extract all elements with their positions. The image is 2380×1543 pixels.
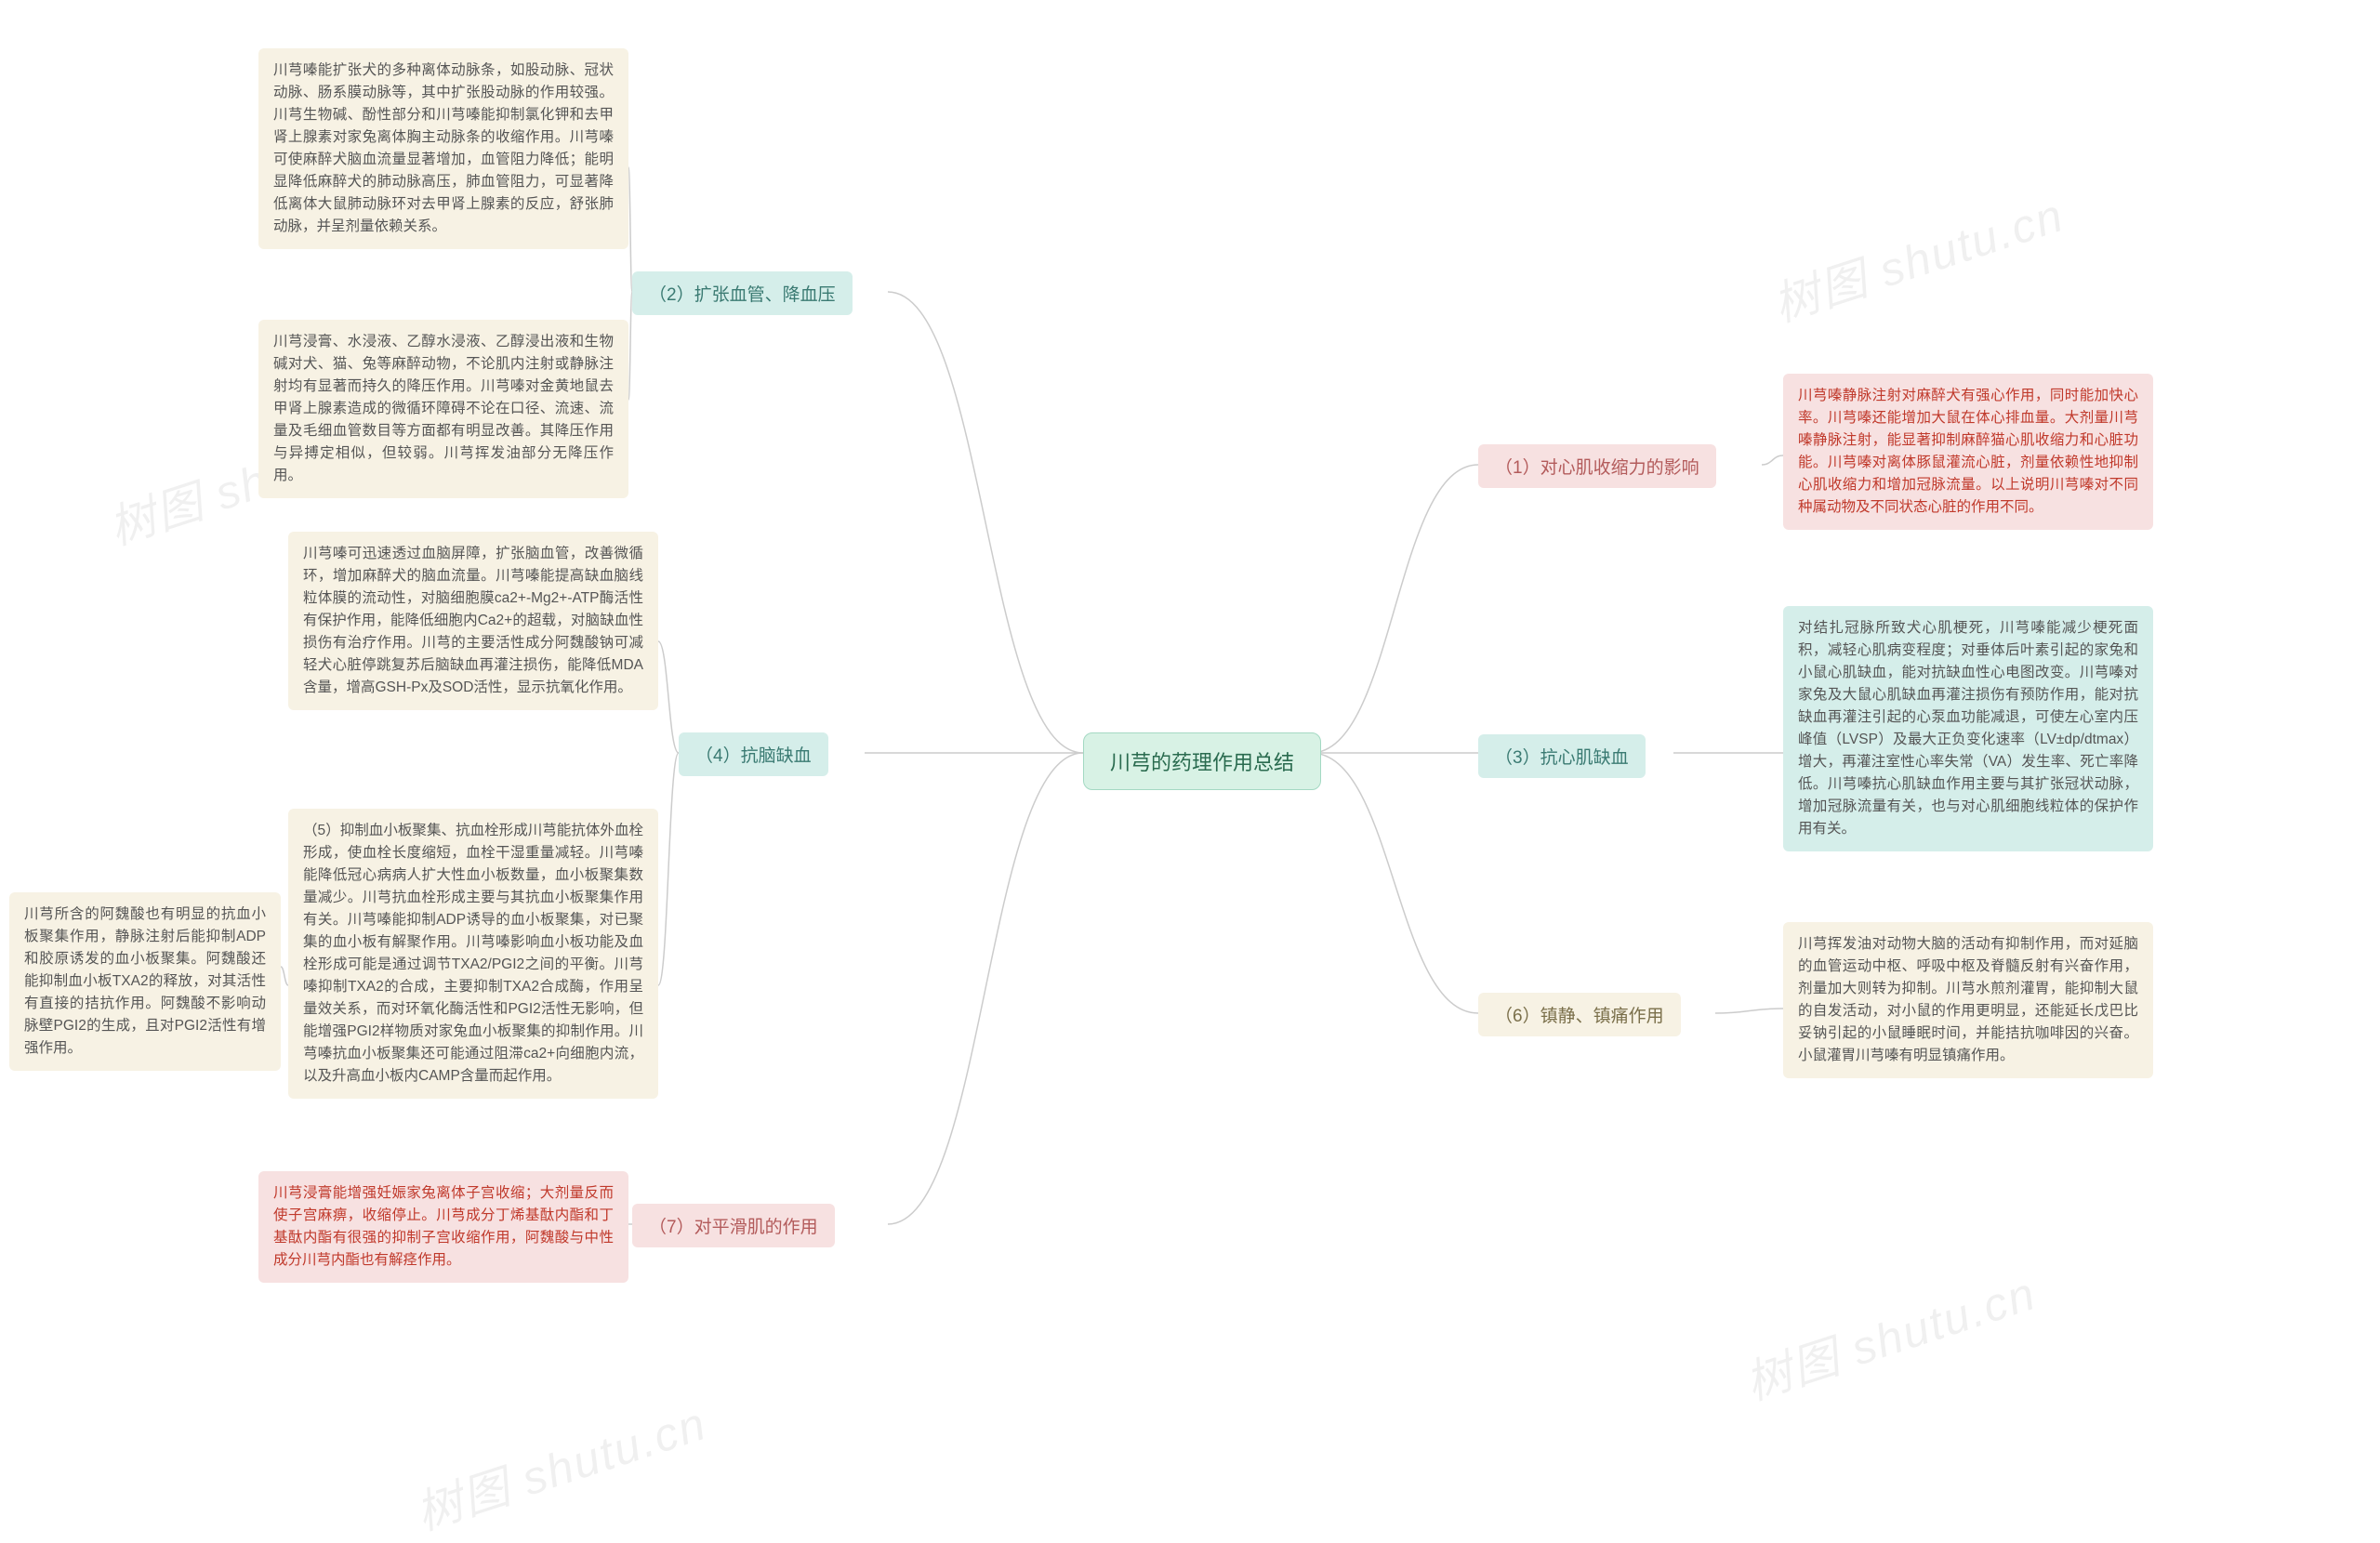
connector-b1-d1 <box>1762 455 1783 465</box>
connector-b4-d4a <box>658 641 679 753</box>
connector-b6-d6 <box>1715 1009 1783 1013</box>
branch-b3: （3）抗心肌缺血 <box>1478 734 1646 778</box>
detail-d3: 对结扎冠脉所致犬心肌梗死，川芎嗪能减少梗死面积，减轻心肌病变程度；对垂体后叶素引… <box>1783 606 2153 851</box>
center-node: 川芎的药理作用总结 <box>1083 732 1321 790</box>
connector-center-left-b2 <box>888 292 1083 753</box>
branch-b2: （2）扩张血管、降血压 <box>632 271 853 315</box>
branch-b1: （1）对心肌收缩力的影响 <box>1478 444 1716 488</box>
detail-d4a: 川芎嗪可迅速透过血脑屏障，扩张脑血管，改善微循环，增加麻醉犬的脑血流量。川芎嗪能… <box>288 532 658 710</box>
connector-center-left-b7 <box>888 753 1083 1224</box>
connector-d4b-d4c <box>281 967 288 985</box>
detail-d2a: 川芎嗪能扩张犬的多种离体动脉条，如股动脉、冠状动脉、肠系膜动脉等，其中扩张股动脉… <box>258 48 628 249</box>
branch-b4: （4）抗脑缺血 <box>679 732 828 776</box>
detail-d4c: 川芎所含的阿魏酸也有明显的抗血小板聚集作用，静脉注射后能抑制ADP和胶原诱发的血… <box>9 892 281 1071</box>
detail-d1: 川芎嗪静脉注射对麻醉犬有强心作用，同时能加快心率。川芎嗪还能增加大鼠在体心排血量… <box>1783 374 2153 530</box>
branch-b7: （7）对平滑肌的作用 <box>632 1204 835 1247</box>
watermark: 树图 shutu.cn <box>1736 1257 2043 1414</box>
detail-d4b: （5）抑制血小板聚集、抗血栓形成川芎能抗体外血栓形成，使血栓长度缩短，血栓干湿重… <box>288 809 658 1099</box>
connector-b4-d4b <box>658 753 679 985</box>
connector-center-right-b1 <box>1311 465 1478 753</box>
connector-center-right-b6 <box>1311 753 1478 1013</box>
detail-d6: 川芎挥发油对动物大脑的活动有抑制作用，而对延脑的血管运动中枢、呼吸中枢及脊髓反射… <box>1783 922 2153 1078</box>
detail-d2b: 川芎浸膏、水浸液、乙醇水浸液、乙醇浸出液和生物碱对犬、猫、兔等麻醉动物，不论肌内… <box>258 320 628 498</box>
branch-b6: （6）镇静、镇痛作用 <box>1478 993 1681 1036</box>
connector-b2-d2a <box>628 167 632 292</box>
watermark: 树图 shutu.cn <box>406 1387 714 1543</box>
watermark: 树图 shutu.cn <box>1764 178 2071 336</box>
detail-d7: 川芎浸膏能增强妊娠家兔离体子宫收缩；大剂量反而使子宫麻痹，收缩停止。川芎成分丁烯… <box>258 1171 628 1283</box>
